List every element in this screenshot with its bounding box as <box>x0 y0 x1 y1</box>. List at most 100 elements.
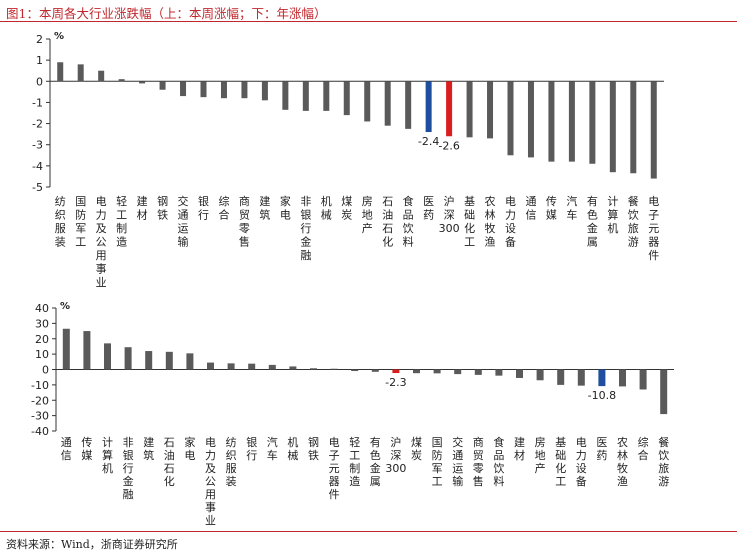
bar <box>425 81 432 133</box>
bar <box>200 81 207 98</box>
category-label: 通信 <box>61 436 72 462</box>
y-tick-label: -30 <box>31 410 49 423</box>
bar <box>609 81 616 173</box>
category-label: 钢铁 <box>308 436 319 462</box>
y-tick-label: 1 <box>36 54 43 67</box>
bar <box>577 369 585 386</box>
category-label: 电力及公用事业 <box>205 436 216 527</box>
figure-title: 图1：本周各大行业涨跌幅（上：本周涨幅；下：年涨幅） <box>6 6 327 21</box>
category-label: 传媒 <box>546 195 557 222</box>
bar <box>98 70 105 82</box>
bar <box>568 81 575 162</box>
y-tick-label: -2 <box>32 118 43 131</box>
bar <box>487 81 494 139</box>
unit-label: % <box>54 31 64 42</box>
category-label: 综合 <box>638 435 649 462</box>
category-label: 纺织服装 <box>55 194 66 249</box>
bar <box>364 81 371 122</box>
y-tick-label: 0 <box>36 75 43 88</box>
category-label: 机械 <box>321 194 332 222</box>
bar <box>495 369 503 376</box>
category-label: 商贸零售 <box>239 194 250 249</box>
category-label: 医药 <box>596 436 607 462</box>
bar <box>557 369 565 385</box>
bar <box>289 366 297 370</box>
category-label: 房地产 <box>362 195 373 235</box>
y-tick-label: -3 <box>32 139 43 152</box>
category-label: 汽车 <box>566 194 577 222</box>
category-label: 综合 <box>218 194 229 222</box>
category-label: 房地产 <box>535 436 546 475</box>
category-label: 国防军工 <box>432 436 443 488</box>
y-tick-label: 30 <box>35 317 49 330</box>
category-label: 电力设备 <box>505 195 516 249</box>
bar <box>77 64 84 82</box>
category-label: 有色金属 <box>587 194 598 249</box>
category-label: 银行 <box>198 194 209 222</box>
category-label: 传媒 <box>81 436 92 462</box>
bar <box>118 79 125 82</box>
source-note: 资料来源：Wind，浙商证券研究所 <box>6 538 178 551</box>
bar <box>507 81 514 156</box>
bar <box>207 362 214 370</box>
bar <box>268 364 276 370</box>
category-label: 钢铁 <box>157 195 168 222</box>
category-label: 石油石化 <box>382 195 393 249</box>
category-label: 机械 <box>287 435 298 462</box>
category-label: 交通运输 <box>452 435 463 488</box>
category-label: 交通运输 <box>178 194 189 249</box>
bar <box>392 369 400 374</box>
category-label: 农林牧渔 <box>617 435 628 488</box>
bar <box>536 369 544 381</box>
footer-rule <box>0 531 737 532</box>
category-label: 建筑 <box>259 194 270 222</box>
category-label: 国防军工 <box>75 195 86 249</box>
y-tick-label: -4 <box>32 160 43 173</box>
category-label: 银行 <box>246 435 257 462</box>
bar <box>660 369 668 415</box>
y-tick-label: 20 <box>35 333 49 346</box>
bar <box>57 62 64 82</box>
bar <box>139 81 146 84</box>
category-label: 轻工制造 <box>116 194 127 249</box>
bar <box>598 369 606 387</box>
category-label: 建筑 <box>143 435 154 462</box>
bar <box>548 81 555 162</box>
category-label: 通信 <box>525 195 536 222</box>
y-tick-label: 10 <box>35 348 49 361</box>
data-label: -2.3 <box>385 376 406 389</box>
bar <box>516 369 523 378</box>
data-label: -2.6 <box>438 139 459 152</box>
y-tick-label: -5 <box>32 181 43 194</box>
category-label: 纺织服装 <box>226 435 237 488</box>
y-tick-label: 2 <box>36 33 43 46</box>
y-tick-label: -20 <box>31 394 49 407</box>
category-label: 医药 <box>423 195 434 222</box>
bar <box>466 81 473 138</box>
category-label: 汽车 <box>267 435 278 462</box>
category-label: 沪深 300 <box>439 194 460 235</box>
category-label: 食品饮料 <box>493 435 504 488</box>
bar <box>343 81 350 116</box>
category-label: 建材 <box>137 194 148 222</box>
annual-change-chart: 40 30 20 10 0 -10 -20 -30 -40% 通信传媒计算机非银行金融建筑石油石化… <box>31 301 674 527</box>
category-label: 基础化工 <box>555 436 566 488</box>
y-tick-label: -1 <box>32 96 43 109</box>
category-label: 家电 <box>184 435 195 462</box>
category-label: 农林牧渔 <box>485 194 496 249</box>
bar <box>454 369 462 375</box>
category-label: 有色金属 <box>370 435 381 488</box>
bar <box>619 369 626 387</box>
category-label: 非银行金融 <box>300 195 311 262</box>
bar <box>413 369 420 374</box>
bar <box>589 81 596 164</box>
bar <box>220 81 227 99</box>
bar <box>433 369 441 374</box>
category-label: 轻工制造 <box>349 435 360 488</box>
title-rule <box>0 21 737 22</box>
bar <box>145 351 153 370</box>
category-label: 煤炭 <box>341 195 352 222</box>
bar <box>282 81 289 110</box>
data-label: -2.4 <box>418 135 439 148</box>
y-tick-label: 0 <box>42 364 49 377</box>
